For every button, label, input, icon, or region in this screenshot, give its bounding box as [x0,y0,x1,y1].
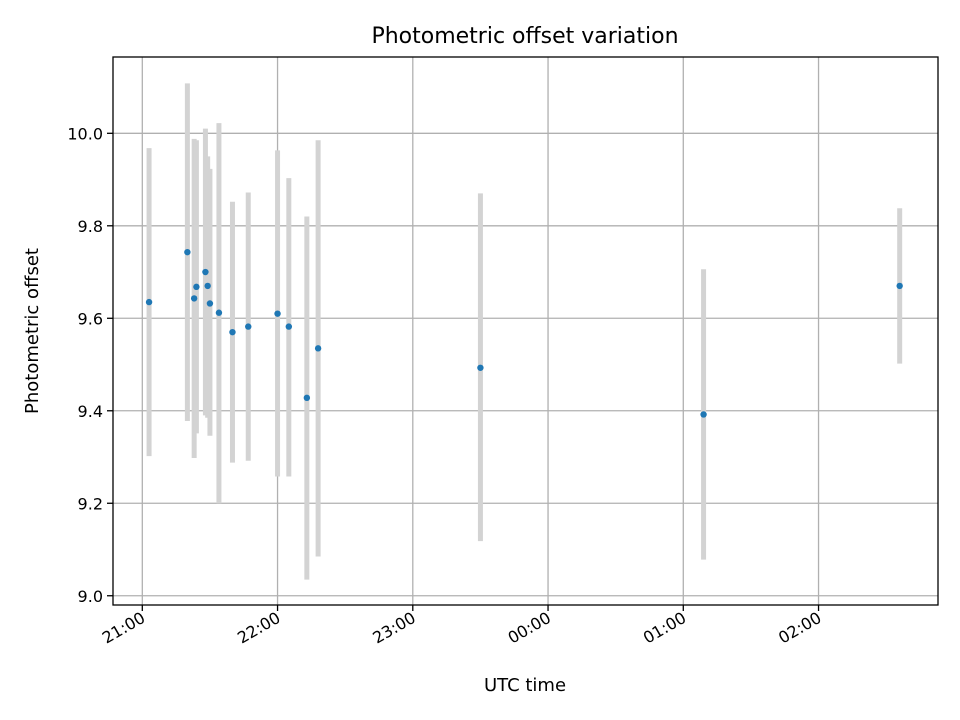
x-tick-label: 21:00 [99,608,148,648]
data-point [184,248,191,256]
x-tick-label: 00:00 [505,608,554,648]
y-axis-label: Photometric offset [22,248,43,414]
chart-title: Photometric offset variation [371,24,678,49]
y-tick-label: 9.4 [78,402,103,421]
y-tick-label: 9.8 [78,217,103,236]
x-axis-label: UTC time [484,675,566,696]
y-tick-label: 9.6 [78,309,103,328]
data-point [190,295,198,302]
data-point [274,310,281,317]
plot-frame [112,56,939,606]
data-point [314,345,322,352]
y-tick-label: 9.2 [78,494,103,513]
data-points [145,248,903,418]
data-point [245,323,252,330]
data-point [229,328,236,336]
data-point [193,283,200,291]
plot-area [112,56,939,606]
data-point [700,411,707,418]
y-axis-ticks: 9.0 9.2 9.4 9.6 9.8 10.0 [67,124,113,606]
data-point [896,282,903,290]
y-tick-label: 9.0 [78,587,103,606]
data-point [202,268,209,276]
x-tick-label: 02:00 [775,608,824,648]
data-point [145,298,153,306]
y-tick-label: 10.0 [67,124,103,143]
data-point [285,323,293,330]
x-tick-label: 01:00 [640,608,689,648]
data-point [477,364,484,371]
x-tick-label: 22:00 [234,608,283,648]
data-point [206,300,214,307]
data-point [215,309,223,316]
x-axis-ticks: 21:00 22:00 23:00 00:00 01:00 02:00 [99,605,825,648]
x-tick-label: 23:00 [369,608,418,648]
data-point [303,394,311,402]
grid-lines [113,57,938,605]
error-bars [146,83,903,580]
data-point [204,282,211,290]
